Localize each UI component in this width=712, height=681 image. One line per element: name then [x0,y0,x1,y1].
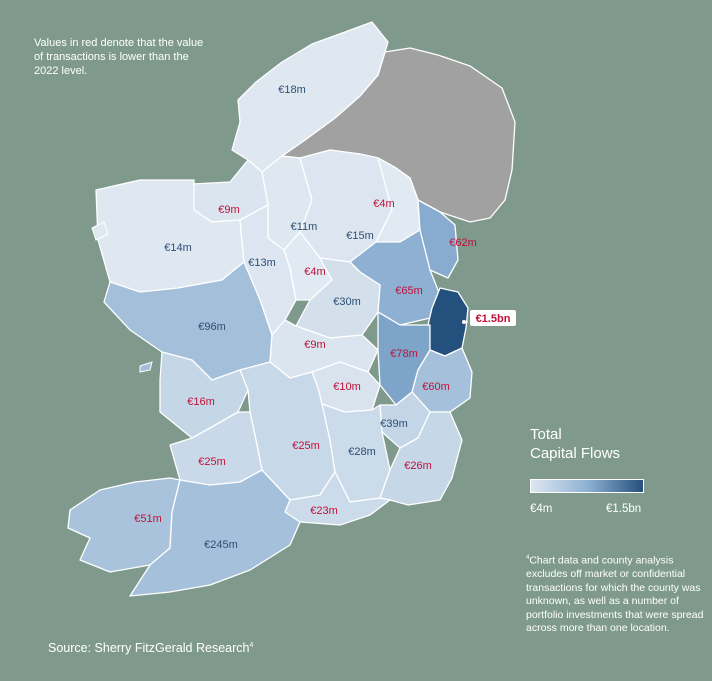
label-clare: €16m [187,396,215,408]
label-wicklow: €60m [422,381,450,393]
label-cavan: €15m [346,230,374,242]
footnote: 4Chart data and county analysis excludes… [526,552,706,636]
source-text: Source: Sherry FitzGerald Research [48,641,250,655]
label-carlow: €39m [380,418,408,430]
label-donegal: €18m [278,84,306,96]
label-kildare: €78m [390,348,418,360]
legend-max-label: €1.5bn [606,503,642,515]
map-note: Values in red denote that the value of t… [34,37,204,77]
label-kerry: €51m [134,513,162,525]
label-laois: €10m [333,381,361,393]
legend-title-line1: Total [530,426,562,443]
legend-min-label: €4m [530,503,553,515]
label-meath: €65m [395,285,423,297]
county-wicklow[interactable] [411,347,473,413]
dublin-label-box [470,310,516,326]
label-leitrim: €11m [291,221,318,233]
legend-title-line2: Capital Flows [530,445,621,462]
label-mayo: €14m [164,242,192,254]
source-marker: 4 [249,641,254,649]
legend-title: Total Capital Flows [530,425,620,463]
label-galway: €96m [198,321,226,333]
label-dublin: €1.5bn [476,313,511,325]
source-credit: Source: Sherry FitzGerald Research4 [48,641,253,655]
label-waterford: €23m [310,505,338,517]
label-sligo: €9m [218,204,239,216]
county-cork[interactable] [129,469,301,597]
label-louth: €62m [449,237,477,249]
label-limerick: €25m [198,456,226,468]
county-wexford[interactable] [379,411,463,506]
footnote-marker: 4 [526,555,530,561]
label-offaly: €9m [304,339,325,351]
label-westmeath: €30m [333,296,361,308]
label-monaghan: €4m [373,198,394,210]
label-tipperary: €25m [292,440,320,452]
dublin-leader-dot [462,320,466,324]
footnote-text: Chart data and county analysis excludes … [526,554,704,635]
label-kilkenny: €28m [348,446,376,458]
label-roscommon: €13m [248,257,276,269]
label-wexford: €26m [404,460,432,472]
legend-gradient-bar [530,479,644,493]
aran-islands [139,361,153,373]
achill-island [91,221,109,241]
label-longford: €4m [304,266,325,278]
label-cork: €245m [204,539,238,551]
